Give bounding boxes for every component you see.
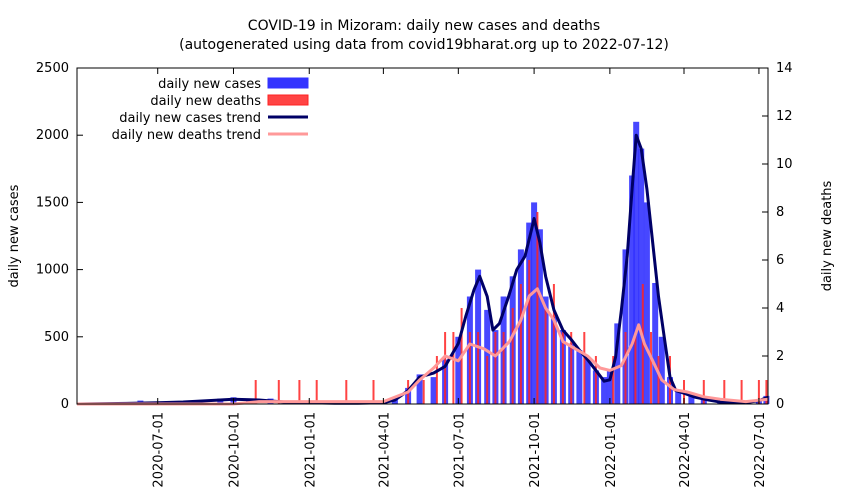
cases-bar [675, 390, 682, 404]
cases-bar [606, 370, 613, 404]
axes: 0 500 1000 1500 2000 2500 0 2 4 6 8 10 12 14 2020-07-0… [36, 61, 793, 488]
y2-tick-label: 0 [776, 397, 784, 412]
plot-marks [76, 121, 770, 406]
deaths-bar [583, 332, 586, 404]
deaths-bar [519, 284, 522, 404]
deaths-bar [650, 332, 652, 404]
deaths-bar [477, 332, 480, 404]
x-tick-label: 2022-07-01 [753, 412, 768, 488]
legend-label-deaths-trend: daily new deaths trend [112, 128, 261, 143]
x-tick-label: 2022-01-01 [604, 412, 619, 488]
deaths-bar [702, 380, 705, 404]
cases-bar [455, 336, 462, 404]
deaths-bar [612, 356, 615, 404]
cases-bar [576, 350, 583, 404]
cases-bar [614, 323, 621, 404]
y-tick-label: 2500 [36, 61, 69, 76]
x-tick-label: 2020-07-01 [152, 412, 167, 488]
legend-label-cases: daily new cases [158, 77, 261, 92]
plot-frame [76, 67, 769, 405]
deaths-bar [740, 380, 743, 404]
legend-swatch-deaths [267, 94, 309, 106]
legend: daily new cases daily new deaths daily n… [112, 77, 309, 143]
y2-tick-label: 4 [776, 301, 784, 316]
legend-item-cases: daily new cases [158, 77, 309, 92]
y2-axis-label: daily new deaths [820, 180, 835, 291]
deaths-bar [511, 308, 514, 404]
deaths-bar [494, 332, 497, 404]
cases-bar [416, 374, 423, 404]
deaths-bar [594, 356, 597, 404]
deaths-bar [536, 212, 539, 404]
y-tick-label: 500 [44, 330, 69, 345]
legend-label-deaths: daily new deaths [150, 94, 261, 109]
cases-bar [622, 249, 629, 404]
y-tick-label: 1000 [36, 263, 69, 278]
deaths-bar [723, 380, 726, 404]
deaths-bar [435, 356, 438, 404]
deaths-bar [624, 332, 627, 404]
y-tick-label: 2000 [36, 128, 69, 143]
deaths-bar [372, 380, 375, 404]
y-axis-label: daily new cases [7, 184, 22, 287]
cases-bar [430, 377, 437, 404]
deaths-trend-line [77, 287, 769, 406]
deaths-bar [254, 380, 257, 404]
chart-subtitle: (autogenerated using data from covid19bh… [179, 37, 669, 53]
x-tick-label: 2021-07-01 [452, 412, 467, 488]
legend-item-cases-trend: daily new cases trend [119, 111, 308, 126]
cases-bar [633, 121, 640, 405]
cases-bar [638, 148, 645, 404]
x-tick-label: 2021-01-01 [303, 412, 318, 488]
cases-trend-line [76, 133, 769, 406]
deaths-bar [345, 380, 348, 404]
deaths-bar [422, 380, 425, 404]
cases-bar [658, 336, 665, 404]
deaths-bar [277, 380, 280, 404]
x-tick-label: 2022-04-01 [678, 412, 693, 488]
legend-item-deaths-trend: daily new deaths trend [112, 128, 308, 143]
legend-label-cases-trend: daily new cases trend [119, 111, 261, 126]
deaths-bar [552, 284, 555, 404]
deaths-bar [486, 356, 489, 404]
deaths-bar [544, 308, 547, 404]
cases-bar [601, 377, 608, 404]
deaths-bar [468, 332, 471, 404]
deaths-bar [757, 380, 760, 404]
deaths-bar [315, 380, 318, 404]
deaths-bar [502, 332, 505, 404]
deaths-bar [641, 284, 644, 404]
x-tick-label: 2021-10-01 [528, 412, 543, 488]
chart-title: COVID-19 in Mizoram: daily new cases and… [248, 18, 600, 34]
x-tick-label: 2021-04-01 [377, 412, 392, 488]
deaths-bar [634, 332, 637, 404]
y2-tick-label: 2 [776, 349, 784, 364]
cases-bar [531, 202, 538, 404]
y-tick-label: 0 [61, 397, 69, 412]
deaths-bar [765, 380, 768, 404]
cases-bar [688, 394, 695, 404]
deaths-bar [570, 332, 573, 404]
x-tick-label: 2020-10-01 [228, 412, 243, 488]
y2-tick-label: 6 [776, 253, 784, 268]
legend-swatch-cases [267, 77, 309, 89]
cases-bar [584, 357, 591, 404]
y2-tick-label: 14 [776, 61, 793, 76]
y2-tick-label: 10 [776, 157, 793, 172]
y-tick-label: 1500 [36, 195, 69, 210]
deaths-bar [561, 332, 564, 404]
deaths-bar [298, 380, 301, 404]
cases-bar [536, 229, 543, 404]
cases-bar [629, 175, 636, 404]
y2-tick-label: 12 [776, 109, 793, 124]
cases-bar [643, 202, 650, 404]
cases-bar [652, 283, 659, 404]
deaths-bar [528, 260, 531, 404]
deaths-bar [657, 356, 660, 404]
y2-tick-label: 8 [776, 205, 784, 220]
legend-item-deaths: daily new deaths [150, 94, 309, 109]
deaths-bar [452, 332, 455, 404]
